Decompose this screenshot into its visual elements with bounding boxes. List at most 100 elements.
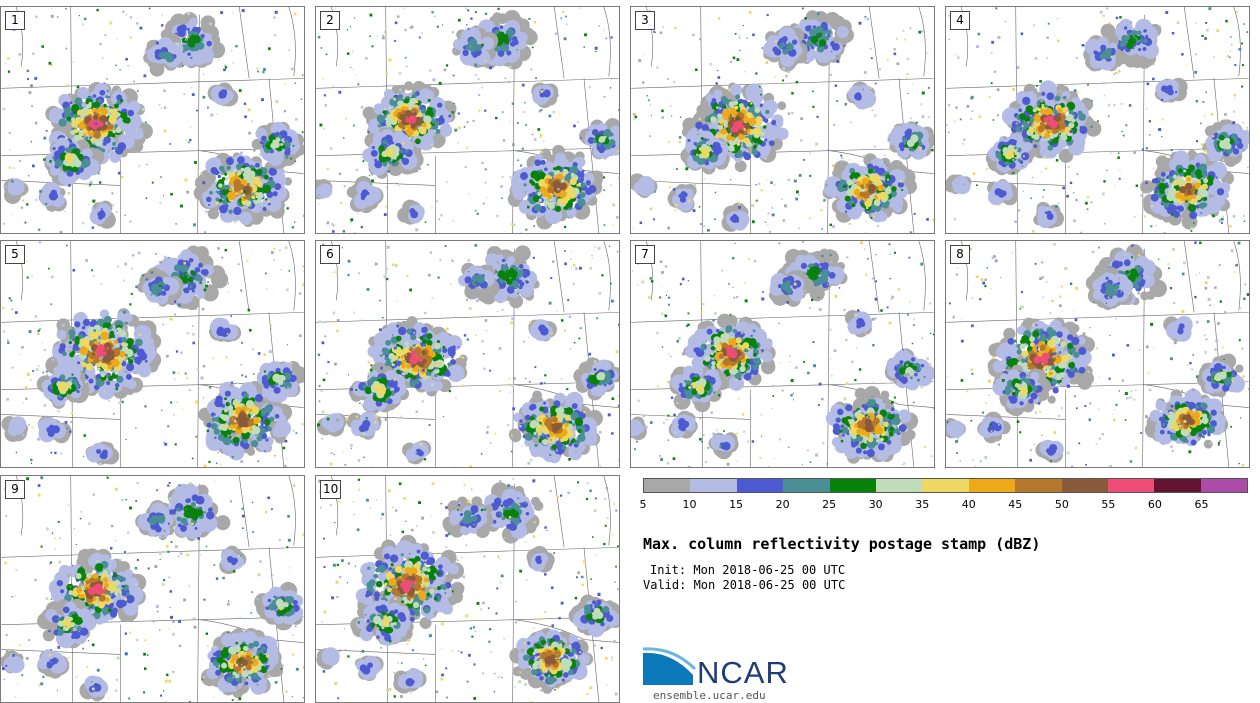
reflectivity-echo <box>221 176 226 181</box>
reflectivity-pixel <box>904 143 906 145</box>
reflectivity-echo <box>426 91 435 100</box>
reflectivity-pixel <box>501 111 504 114</box>
state-boundary <box>918 7 926 77</box>
reflectivity-pixel <box>67 191 71 195</box>
reflectivity-echo <box>409 97 417 105</box>
reflectivity-echo <box>558 189 567 198</box>
reflectivity-echo <box>751 131 755 134</box>
reflectivity-pixel <box>603 96 606 98</box>
reflectivity-pixel <box>760 189 763 192</box>
reflectivity-pixel <box>509 120 511 122</box>
reflectivity-echo <box>1198 163 1208 173</box>
reflectivity-echo <box>400 149 404 154</box>
reflectivity-pixel <box>662 25 664 28</box>
reflectivity-pixel <box>539 133 543 137</box>
reflectivity-pixel <box>253 149 256 152</box>
reflectivity-pixel <box>319 123 323 127</box>
reflectivity-pixel <box>259 206 262 209</box>
reflectivity-pixel <box>371 45 374 48</box>
reflectivity-pixel <box>685 167 689 171</box>
reflectivity-pixel <box>284 83 286 85</box>
reflectivity-pixel <box>579 137 582 139</box>
reflectivity-pixel <box>161 24 164 27</box>
reflectivity-pixel <box>848 223 851 225</box>
reflectivity-pixel <box>907 92 909 94</box>
reflectivity-pixel <box>427 163 429 166</box>
reflectivity-pixel <box>370 172 374 176</box>
map-panel: 3 <box>630 6 935 234</box>
reflectivity-echo <box>504 34 509 39</box>
reflectivity-echo <box>889 196 903 210</box>
reflectivity-pixel <box>862 88 864 91</box>
reflectivity-pixel <box>612 224 614 226</box>
reflectivity-pixel <box>129 16 132 19</box>
reflectivity-echo <box>262 206 267 212</box>
reflectivity-pixel <box>428 138 431 142</box>
reflectivity-pixel <box>921 91 925 95</box>
reflectivity-pixel <box>871 109 873 111</box>
reflectivity-pixel <box>791 112 794 115</box>
reflectivity-pixel <box>687 150 690 153</box>
reflectivity-pixel <box>65 7 67 10</box>
reflectivity-pixel <box>362 160 365 163</box>
reflectivity-echo <box>98 107 105 114</box>
reflectivity-echo <box>1183 169 1187 173</box>
reflectivity-pixel <box>840 154 843 157</box>
reflectivity-echo <box>423 115 432 124</box>
state-boundary <box>1183 7 1195 79</box>
reflectivity-echo <box>846 179 853 186</box>
reflectivity-pixel <box>398 185 400 187</box>
reflectivity-echo <box>877 184 884 192</box>
reflectivity-pixel <box>3 222 5 225</box>
reflectivity-pixel <box>517 122 519 124</box>
reflectivity-pixel <box>714 218 716 221</box>
reflectivity-pixel <box>760 93 762 96</box>
reflectivity-echo <box>346 186 359 199</box>
reflectivity-pixel <box>603 189 606 191</box>
reflectivity-pixel <box>26 203 29 206</box>
reflectivity-pixel <box>11 179 14 183</box>
reflectivity-pixel <box>290 67 294 71</box>
reflectivity-pixel <box>661 116 665 120</box>
reflectivity-pixel <box>343 185 346 188</box>
reflectivity-pixel <box>798 227 800 230</box>
reflectivity-echo <box>165 54 175 63</box>
reflectivity-pixel <box>865 220 867 222</box>
reflectivity-pixel <box>143 130 147 134</box>
reflectivity-echo <box>1021 152 1030 161</box>
reflectivity-pixel <box>5 63 7 65</box>
reflectivity-echo <box>401 125 406 130</box>
reflectivity-echo <box>501 43 510 52</box>
reflectivity-echo <box>474 45 478 50</box>
state-boundary <box>603 7 611 77</box>
reflectivity-pixel <box>81 222 85 225</box>
reflectivity-echo <box>563 205 568 211</box>
reflectivity-echo <box>378 145 385 152</box>
reflectivity-pixel <box>767 212 770 215</box>
reflectivity-pixel <box>415 115 417 117</box>
reflectivity-pixel <box>736 58 740 62</box>
reflectivity-pixel <box>109 112 112 115</box>
reflectivity-pixel <box>403 221 405 224</box>
reflectivity-pixel <box>496 214 499 218</box>
reflectivity-pixel <box>674 26 677 30</box>
reflectivity-pixel <box>932 218 934 222</box>
reflectivity-echo <box>1158 182 1167 191</box>
reflectivity-pixel <box>717 69 719 72</box>
reflectivity-echo <box>537 191 542 196</box>
reflectivity-pixel <box>385 71 388 75</box>
reflectivity-echo <box>754 107 761 114</box>
reflectivity-pixel <box>371 179 374 183</box>
reflectivity-echo <box>452 38 464 50</box>
reflectivity-pixel <box>386 97 388 99</box>
reflectivity-pixel <box>676 168 678 170</box>
reflectivity-pixel <box>902 29 905 32</box>
reflectivity-pixel <box>28 175 30 177</box>
reflectivity-pixel <box>787 178 791 182</box>
reflectivity-pixel <box>415 169 419 173</box>
reflectivity-pixel <box>176 42 179 46</box>
reflectivity-pixel <box>208 203 211 206</box>
reflectivity-pixel <box>795 190 799 194</box>
reflectivity-pixel <box>127 65 129 67</box>
reflectivity-pixel <box>467 28 470 30</box>
